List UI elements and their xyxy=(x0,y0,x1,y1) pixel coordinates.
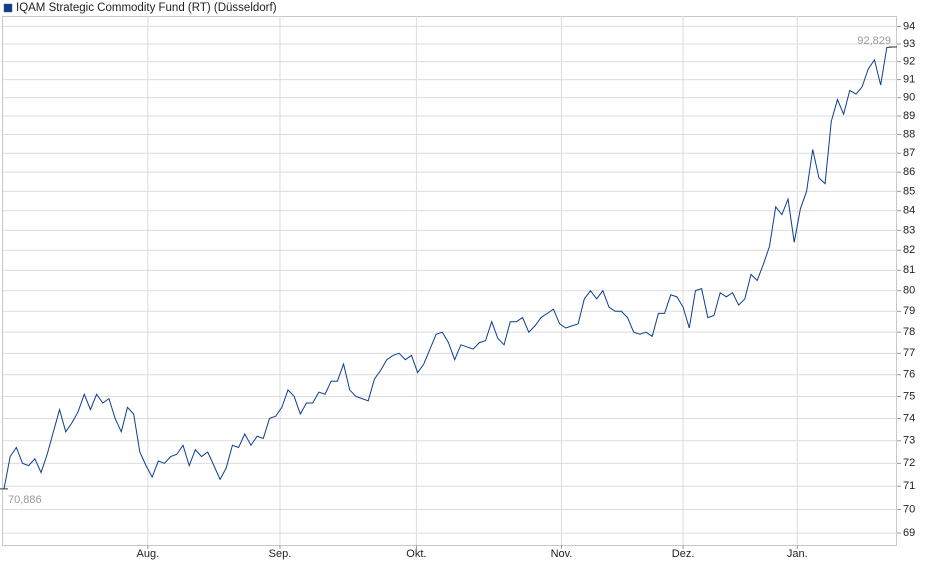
y-tick-label: 72 xyxy=(903,457,915,469)
y-tick-label: 85 xyxy=(903,185,915,197)
x-tick-label: Sep. xyxy=(269,548,292,560)
y-tick-label: 94 xyxy=(903,20,915,32)
y-tick-label: 84 xyxy=(903,205,915,217)
y-tick-label: 73 xyxy=(903,435,915,447)
chart-title: IQAM Strategic Commodity Fund (RT) (Düss… xyxy=(16,2,277,14)
y-tick-label: 74 xyxy=(903,412,915,424)
x-tick-label: Dez. xyxy=(672,548,695,560)
y-tick-label: 89 xyxy=(903,110,915,122)
y-tick-label: 69 xyxy=(903,527,915,539)
legend-swatch xyxy=(3,3,13,13)
y-tick-label: 92 xyxy=(903,56,915,68)
y-tick-label: 90 xyxy=(903,92,915,104)
y-tick-label: 77 xyxy=(903,347,915,359)
y-tick-label: 82 xyxy=(903,244,915,256)
x-tick-label: Nov. xyxy=(551,548,573,560)
y-tick-label: 71 xyxy=(903,480,915,492)
y-tick-label: 87 xyxy=(903,147,915,159)
y-tick-label: 93 xyxy=(903,38,915,50)
y-tick-label: 79 xyxy=(903,305,915,317)
x-tick-label: Aug. xyxy=(137,548,160,560)
y-tick-label: 76 xyxy=(903,369,915,381)
y-tick-label: 91 xyxy=(903,73,915,85)
price-line xyxy=(3,46,894,489)
y-tick-label: 70 xyxy=(903,503,915,515)
value-annotation: 92,829 xyxy=(857,35,891,47)
y-tick-label: 81 xyxy=(903,264,915,276)
x-tick-label: Okt. xyxy=(406,548,426,560)
y-tick-label: 83 xyxy=(903,224,915,236)
y-tick-label: 78 xyxy=(903,326,915,338)
y-tick-label: 86 xyxy=(903,166,915,178)
y-tick-label: 75 xyxy=(903,390,915,402)
x-tick-label: Jan. xyxy=(787,548,808,560)
value-annotation: 70,886 xyxy=(8,494,42,506)
plot-frame xyxy=(2,16,897,546)
y-tick-label: 88 xyxy=(903,128,915,140)
y-tick-label: 80 xyxy=(903,285,915,297)
